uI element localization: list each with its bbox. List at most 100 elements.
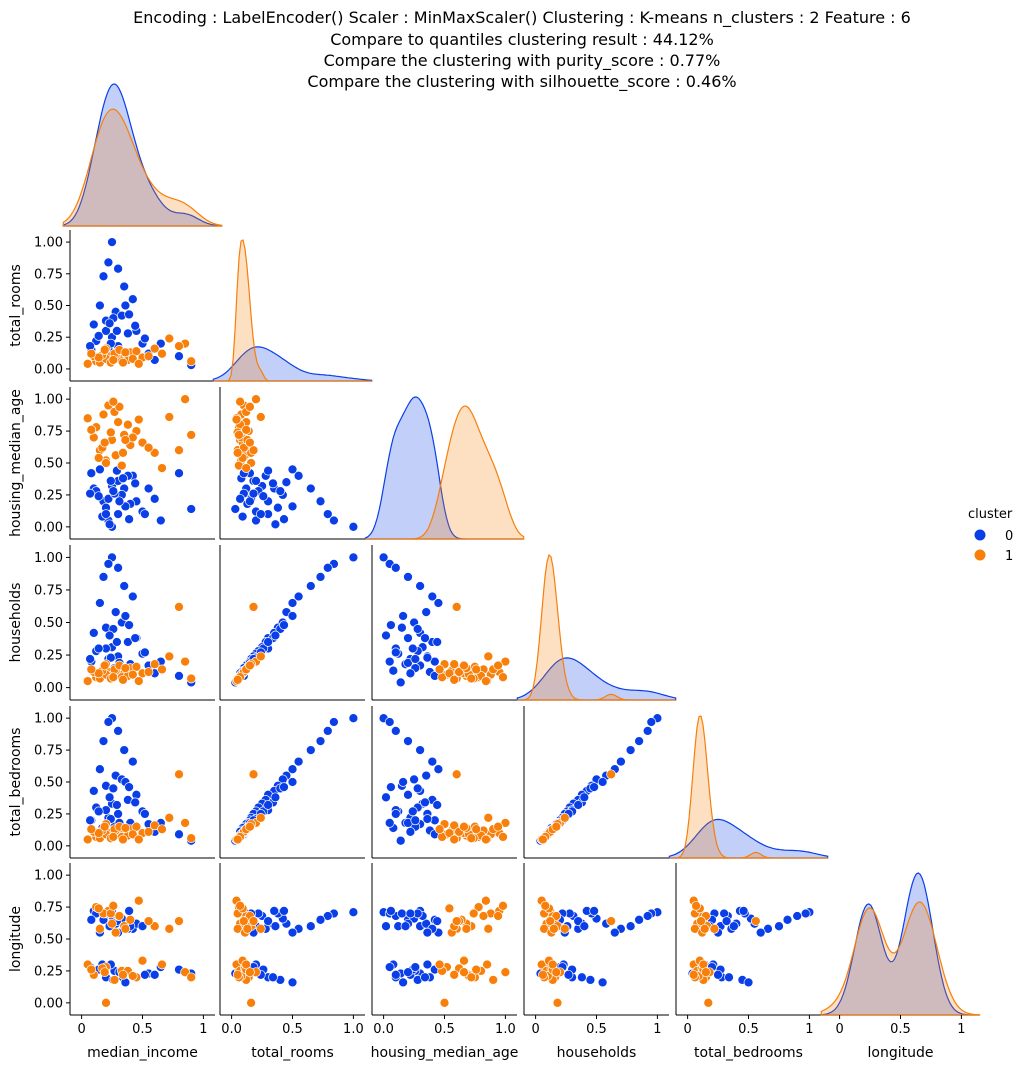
panel-total_bedrooms-households	[523, 706, 669, 859]
point-cluster-0	[642, 726, 653, 736]
point-cluster-0	[108, 783, 119, 794]
point-cluster-1	[86, 348, 97, 359]
point-cluster-1	[82, 413, 93, 424]
point-cluster-1	[245, 821, 255, 832]
point-cluster-1	[108, 832, 119, 842]
point-cluster-0	[315, 914, 326, 925]
point-cluster-0	[422, 927, 433, 938]
point-cluster-1	[174, 341, 184, 351]
kde-total_bedrooms-cluster-1	[669, 715, 828, 859]
panel-longitude-total_rooms: 0.0 0.5 1.0 total_rooms	[219, 863, 365, 1061]
point-cluster-0	[577, 972, 587, 983]
point-cluster-0	[579, 792, 590, 803]
point-cluster-1	[143, 442, 154, 453]
point-cluster-0	[774, 921, 784, 932]
point-cluster-1	[493, 911, 503, 921]
point-cluster-0	[270, 630, 281, 641]
point-cluster-1	[186, 972, 197, 983]
point-cluster-1	[157, 959, 167, 970]
point-cluster-1	[701, 967, 711, 978]
point-cluster-0	[104, 519, 115, 530]
point-cluster-0	[412, 783, 423, 794]
point-cluster-0	[149, 493, 160, 504]
point-cluster-1	[451, 769, 462, 780]
point-cluster-1	[471, 824, 482, 835]
x-tick-label: 1	[653, 1022, 661, 1037]
kde-longitude-cluster-1	[820, 901, 981, 1016]
point-cluster-0	[579, 921, 590, 932]
point-cluster-1	[93, 828, 104, 838]
point-cluster-0	[412, 624, 423, 634]
point-cluster-0	[174, 671, 184, 681]
point-cluster-0	[390, 809, 401, 819]
point-cluster-1	[696, 916, 706, 926]
point-cluster-0	[432, 916, 443, 926]
point-cluster-0	[86, 468, 97, 479]
point-cluster-1	[118, 674, 128, 685]
panel-median_income-median_income	[62, 83, 223, 227]
point-cluster-0	[124, 782, 134, 792]
kde-total_rooms-cluster-1	[213, 239, 372, 382]
point-cluster-0	[88, 628, 99, 638]
point-cluster-0	[386, 620, 396, 630]
point-cluster-0	[403, 736, 413, 746]
y-tick-label: 0.50	[34, 457, 63, 472]
point-cluster-1	[174, 445, 184, 456]
point-cluster-0	[108, 486, 119, 496]
point-cluster-0	[405, 908, 416, 919]
point-cluster-1	[699, 923, 710, 934]
point-cluster-0	[305, 745, 316, 755]
point-cluster-1	[498, 900, 508, 911]
point-cluster-1	[434, 664, 445, 675]
point-cluster-0	[251, 515, 261, 526]
point-cluster-1	[118, 834, 128, 845]
point-cluster-1	[538, 969, 548, 980]
point-cluster-1	[99, 437, 110, 448]
point-cluster-0	[118, 473, 128, 484]
point-cluster-0	[130, 478, 141, 489]
point-cluster-0	[329, 717, 339, 727]
point-cluster-0	[432, 637, 443, 647]
legend-marker-1	[974, 549, 986, 561]
x-tick-label: 1	[199, 1022, 207, 1037]
point-cluster-1	[116, 460, 127, 471]
point-cluster-1	[231, 414, 242, 425]
point-cluster-0	[95, 464, 105, 475]
x-tick-label: 0.0	[373, 1022, 394, 1037]
point-cluster-1	[466, 972, 477, 983]
point-cluster-1	[248, 602, 259, 612]
point-cluster-1	[164, 412, 175, 422]
point-cluster-0	[729, 921, 739, 932]
y-tick-label: 0.25	[34, 964, 63, 979]
panel-total_rooms-median_income: 0.00 0.25 0.50 0.75 1.00 total_rooms	[8, 230, 215, 382]
point-cluster-0	[410, 962, 421, 972]
point-cluster-1	[157, 664, 167, 675]
y-tick-label: 0.75	[34, 744, 63, 759]
point-cluster-1	[232, 834, 243, 845]
point-cluster-1	[127, 669, 138, 680]
point-cluster-1	[164, 812, 175, 823]
point-cluster-0	[110, 607, 121, 617]
point-cluster-0	[293, 591, 304, 602]
point-cluster-0	[155, 515, 166, 526]
point-cluster-1	[468, 908, 479, 919]
point-cluster-0	[174, 829, 184, 840]
panel-longitude-households: 0 0.5 1 households	[523, 863, 669, 1061]
point-cluster-1	[466, 833, 477, 844]
point-cluster-1	[174, 602, 184, 612]
point-cluster-1	[143, 667, 154, 677]
x-tick-label: 0	[77, 1022, 85, 1037]
y-axis-label-housing_median_age: housing_median_age	[8, 389, 24, 537]
point-cluster-0	[113, 562, 123, 573]
point-cluster-0	[113, 263, 123, 274]
point-cluster-1	[174, 916, 184, 926]
point-cluster-0	[98, 572, 109, 582]
point-cluster-0	[174, 351, 184, 362]
point-cluster-1	[540, 900, 551, 911]
panel-housing_median_age-housing_median_age	[364, 396, 525, 540]
point-cluster-1	[125, 914, 136, 925]
y-tick-label: 1.00	[34, 551, 63, 566]
x-axis-label-households: households	[557, 1045, 637, 1061]
point-cluster-1	[99, 660, 110, 671]
point-cluster-1	[255, 923, 266, 934]
